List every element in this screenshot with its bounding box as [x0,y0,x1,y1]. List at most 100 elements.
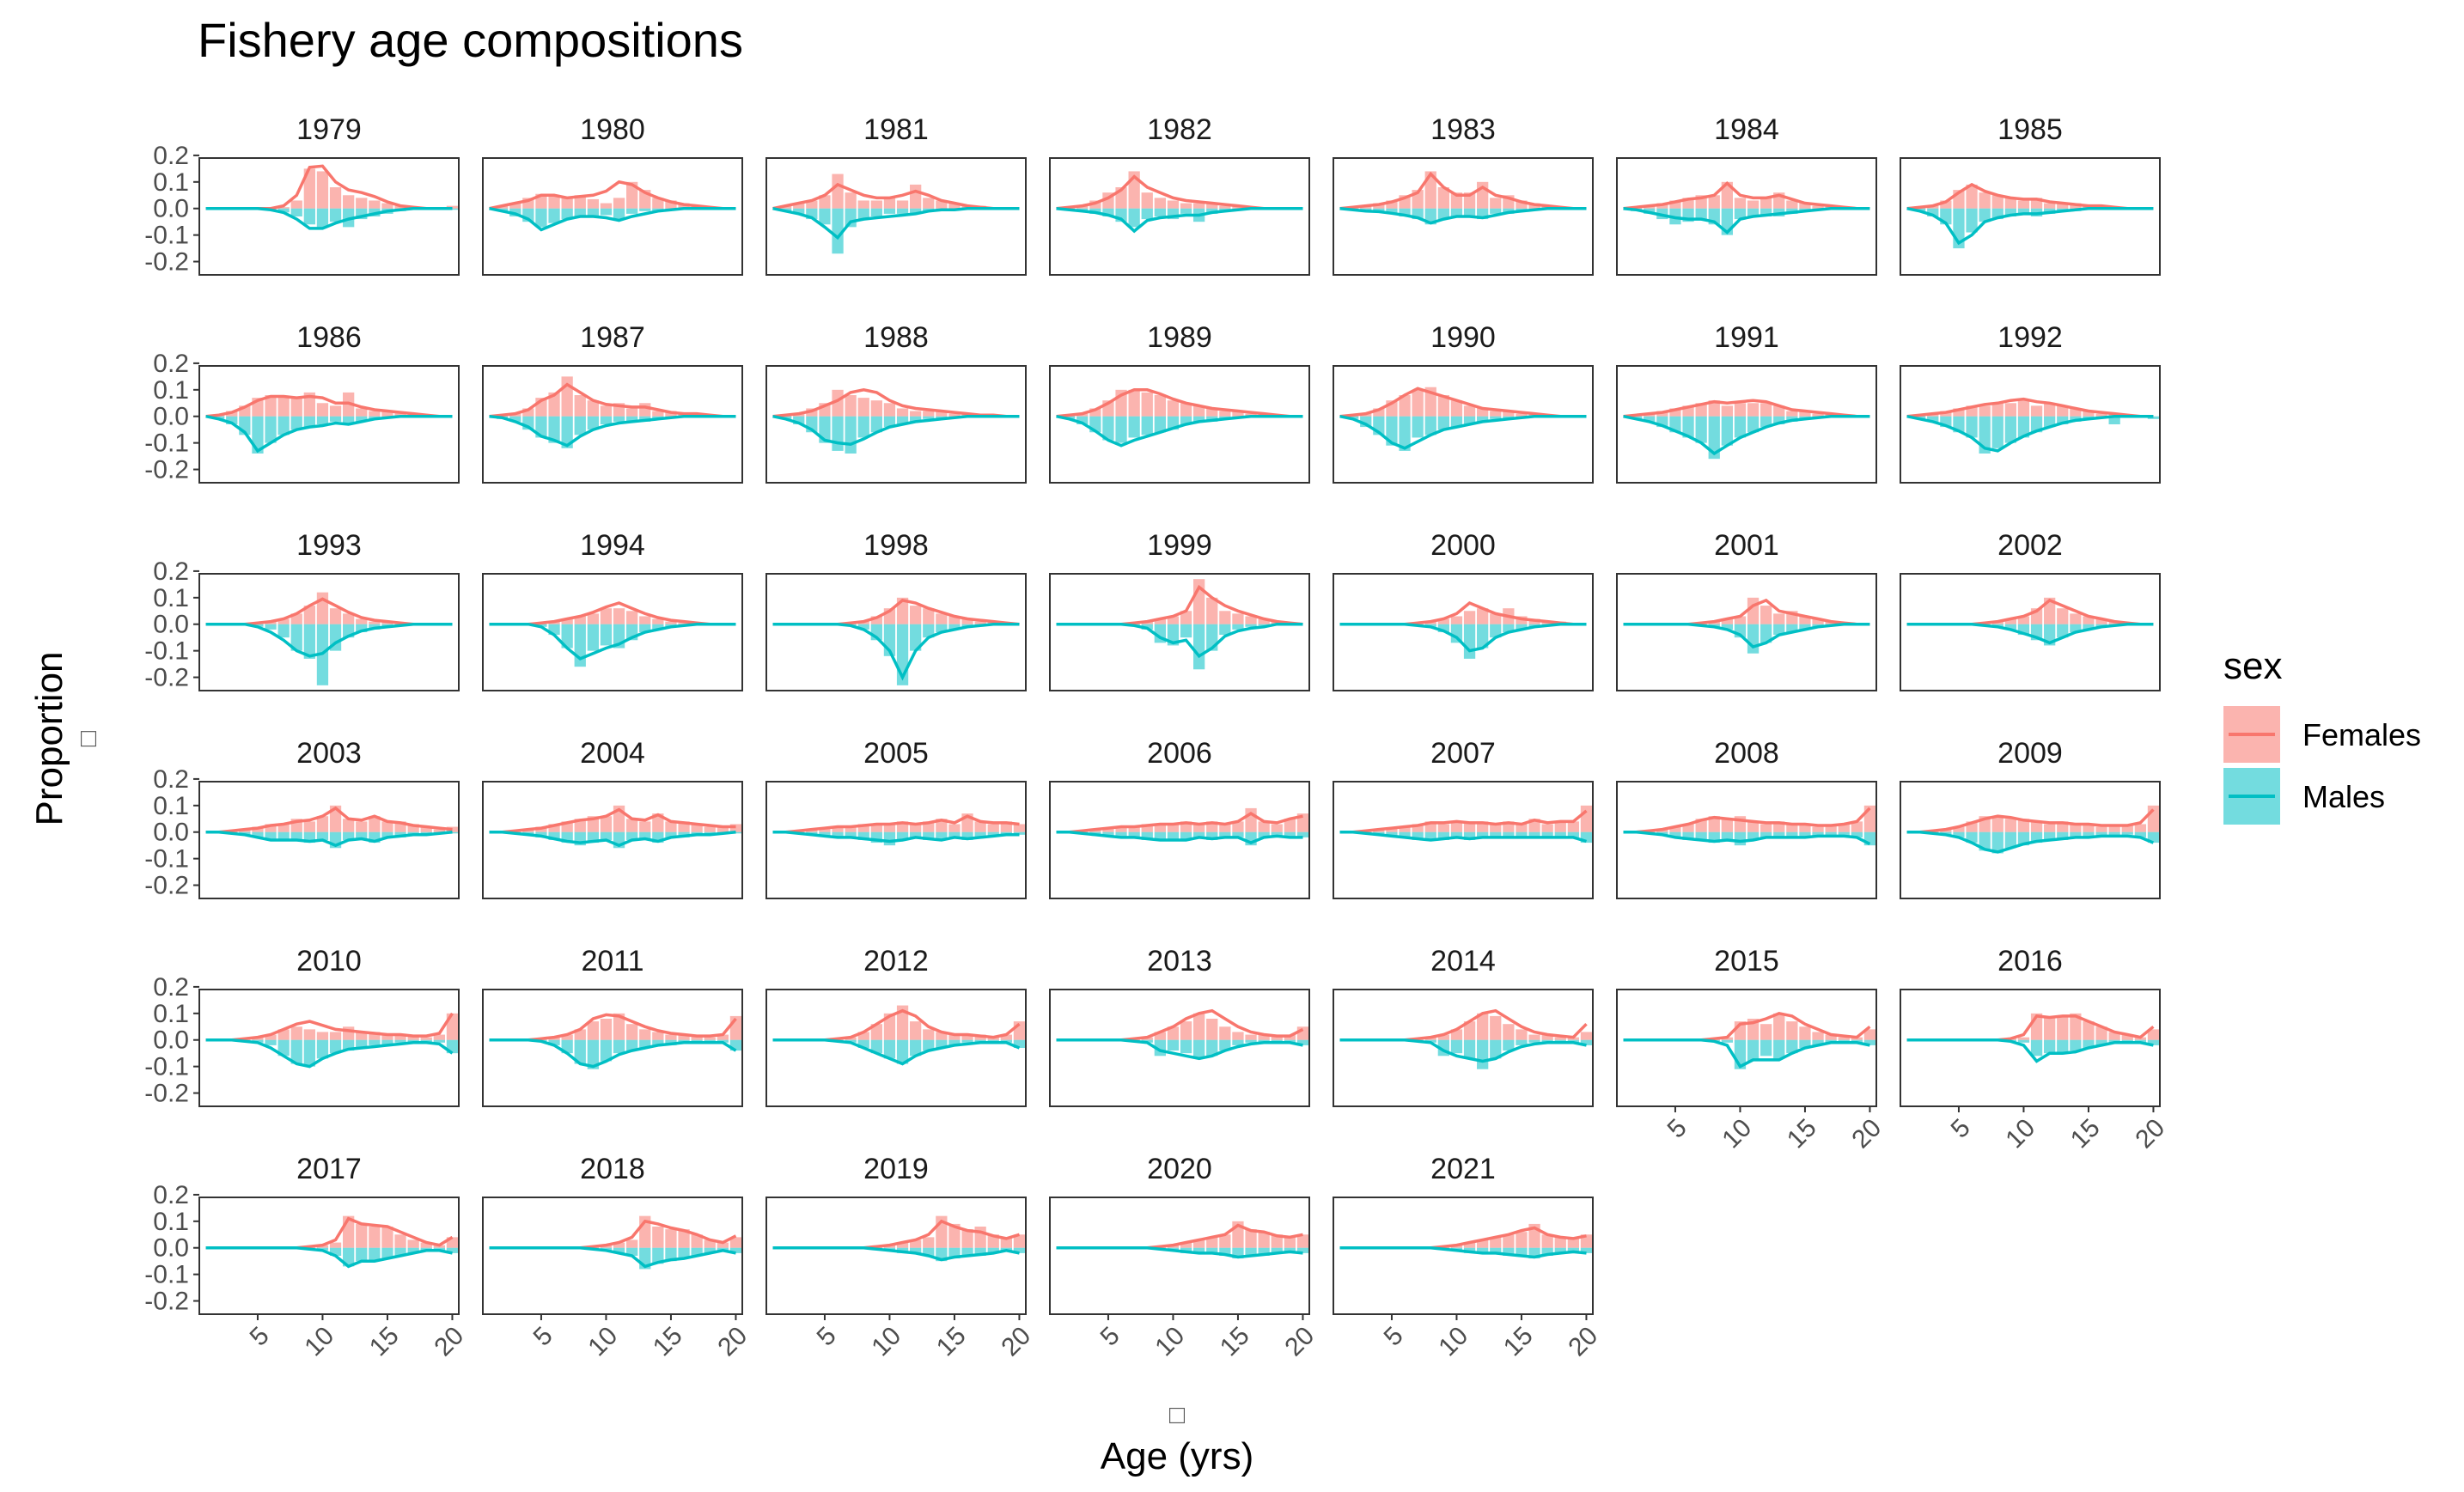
female-bar [948,824,961,832]
male-bar [2030,1039,2043,1057]
female-bar [1838,1037,1850,1040]
female-fit-line [1623,1011,1871,1042]
female-bar [883,824,896,832]
female-bar [1154,198,1166,209]
male-fit-line [1906,1038,2154,1063]
female-bar [1541,824,1553,832]
male-bar [1760,416,1772,428]
male-bar [1490,208,1502,214]
male-bar [1979,208,1991,222]
panel-2004: 2004 [482,737,743,899]
x-tick-label: 5 [1946,1113,1976,1143]
male-bar [1128,831,1140,837]
male-bar [446,1247,459,1253]
male-bar [1721,624,1733,630]
female-bar [1115,826,1127,832]
female-bar [1799,203,1811,209]
female-bar [1232,411,1244,417]
male-bar [1219,1039,1231,1051]
male-fit-line [1623,206,1870,234]
male-bar [1503,624,1515,632]
male-bar [923,624,935,638]
male-bar [896,416,909,424]
male-bar [870,416,882,433]
male-bar [1516,1247,1528,1256]
male-bar [1167,1039,1180,1051]
panel-frame [1333,989,1594,1107]
female-fit-line [1339,809,1588,834]
female-bar [1154,395,1166,417]
female-bar [1953,826,1965,832]
female-bar [561,376,573,417]
male-bar [613,1039,625,1054]
female-bar [665,621,677,624]
male-bar [974,1247,986,1256]
male-bar [2057,831,2069,840]
panel-2019: 2019 5 10 15 20 [765,1153,1036,1361]
male-bar [329,208,342,222]
female-bar [1554,1237,1566,1248]
panel-strip-label: 2020 [1147,1153,1212,1185]
female-bar [1193,1013,1205,1040]
female-bar [1786,1021,1798,1040]
female-bar [278,398,290,417]
male-bar [870,1039,882,1054]
panel-strip-label: 1990 [1430,321,1496,354]
panel-2015: 2015 5 10 15 20 [1616,945,1887,1154]
male-bar [1206,831,1218,840]
male-bar [1450,624,1463,643]
male-bar [896,208,909,214]
male-bar [1773,416,1785,424]
x-tick-label: 10 [2000,1113,2040,1154]
female-bar [626,819,638,832]
male-bar [356,831,368,840]
female-bar [1450,616,1463,624]
male-bar [1554,1247,1566,1253]
female-bar [1812,1032,1824,1040]
male-bar [923,416,935,419]
female-bar [316,816,329,832]
female-bar [923,608,935,624]
female-bar [2095,413,2107,417]
y-tick-label: 0.0 [153,403,189,431]
female-bar [1786,824,1798,832]
panel-2010: 2010 0.20.10.0-0.1-0.2 [144,945,460,1108]
male-bar [1193,1039,1205,1059]
female-bar [1167,824,1180,832]
panel-frame [198,989,460,1107]
y-tick-label: 0.2 [153,1181,189,1209]
male-bar [265,1039,277,1045]
female-fit-line [1623,181,1870,210]
panel-2021: 2021 5 10 15 20 [1333,1153,1603,1361]
male-bar [1206,1247,1218,1253]
female-bar [2017,819,2030,832]
male-bar [600,1039,613,1062]
female-bar [356,198,368,209]
female-bar [613,1242,625,1248]
male-bar [1284,831,1296,837]
female-bar [639,1029,651,1040]
panel-2002: 2002 [1900,529,2161,691]
male-bar [1450,831,1463,837]
male-bar [548,416,560,443]
male-bar [1734,208,1747,220]
y-tick-label: 0.2 [153,350,189,378]
male-bar [303,208,315,225]
male-fit-line [205,1038,454,1069]
female-bar [1219,611,1231,624]
female-bar [1490,1237,1502,1248]
male-bar [600,208,613,216]
male-bar [2108,416,2120,424]
female-bar [1180,1242,1192,1248]
female-bar [587,198,599,209]
male-bar [574,416,586,435]
male-bar [1541,831,1553,837]
male-bar [832,208,844,254]
female-bar [987,824,999,832]
male-bar [1296,1039,1309,1045]
female-bar [329,187,342,209]
male-bar [1747,831,1760,840]
panel-1985: 1985 [1900,113,2161,276]
panel-1994: 1994 [482,529,743,691]
